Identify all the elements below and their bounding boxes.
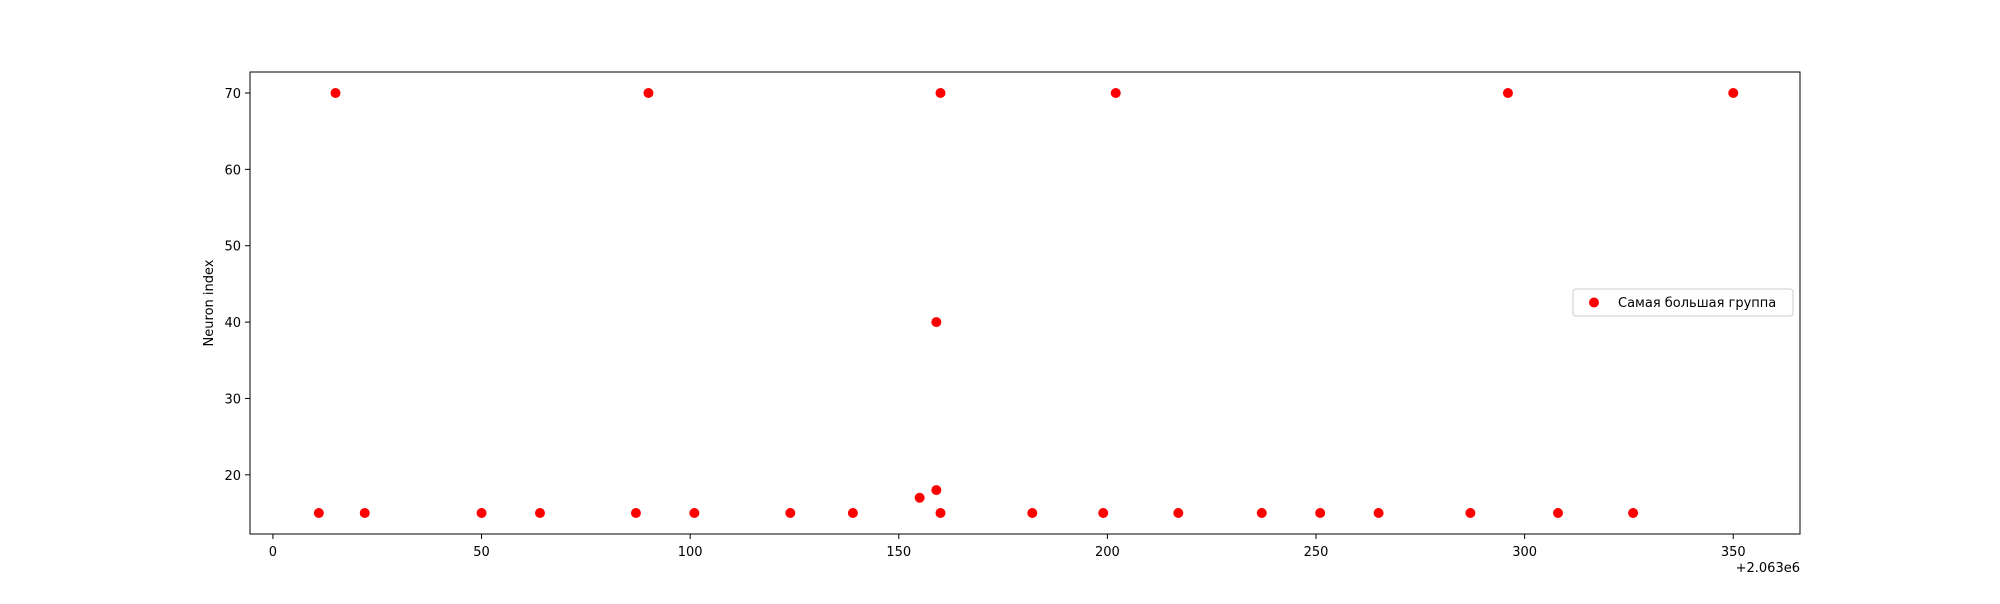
x-axis-offset-label: +2.063e6 <box>1736 561 1800 576</box>
legend-marker <box>1589 297 1599 308</box>
legend: Самая большая группа <box>1572 288 1794 317</box>
data-point <box>534 508 545 518</box>
data-point <box>935 88 946 98</box>
data-point <box>1173 508 1184 518</box>
data-point <box>785 508 796 518</box>
data-point <box>931 317 942 328</box>
data-point <box>1256 508 1267 518</box>
legend-box <box>1572 288 1794 317</box>
x-tick-label: 100 <box>678 545 703 560</box>
data-point <box>630 508 641 518</box>
data-points <box>313 88 1739 518</box>
data-point <box>1027 508 1038 518</box>
y-tick-label: 40 <box>224 316 241 331</box>
y-tick-label: 30 <box>224 392 241 407</box>
data-point <box>1098 508 1109 518</box>
data-point <box>931 485 942 496</box>
x-axis-ticks: 0 50 100 150 200 250 300 350 <box>269 534 1746 560</box>
y-tick-label: 60 <box>224 163 241 178</box>
legend-label: Самая большая группа <box>1618 296 1776 311</box>
y-tick-label: 70 <box>224 87 241 102</box>
data-point <box>643 88 654 98</box>
data-point <box>1110 88 1121 98</box>
x-tick-label: 50 <box>473 545 490 560</box>
data-point <box>847 508 858 518</box>
y-axis-label: Neuron index <box>202 259 217 346</box>
x-tick-label: 250 <box>1304 545 1329 560</box>
y-tick-label: 50 <box>224 240 241 255</box>
data-point <box>1728 88 1739 98</box>
data-point <box>1373 508 1384 518</box>
x-tick-label: 300 <box>1512 545 1537 560</box>
data-point <box>476 508 487 518</box>
x-tick-label: 0 <box>269 545 277 560</box>
y-tick-label: 20 <box>224 469 241 484</box>
x-tick-label: 350 <box>1721 545 1746 560</box>
data-point <box>359 508 370 518</box>
x-tick-label: 150 <box>886 545 911 560</box>
data-point <box>1502 88 1513 98</box>
x-tick-label: 200 <box>1095 545 1120 560</box>
y-axis-ticks: 20 30 40 50 60 70 <box>224 87 250 484</box>
data-point <box>1628 508 1639 518</box>
data-point <box>313 508 324 518</box>
data-point <box>1465 508 1476 518</box>
data-point <box>689 508 700 518</box>
data-point <box>914 492 925 503</box>
data-point <box>935 508 946 518</box>
data-point <box>330 88 341 98</box>
data-point <box>1553 508 1564 518</box>
data-point <box>1315 508 1326 518</box>
plot-area <box>249 71 1801 535</box>
